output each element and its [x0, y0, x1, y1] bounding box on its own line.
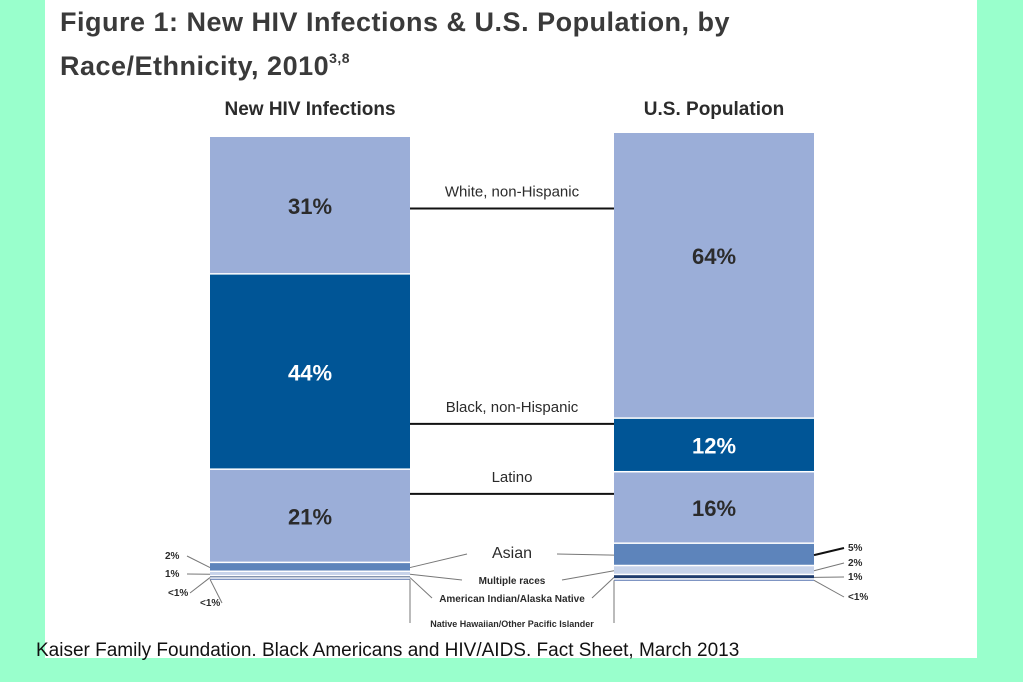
figure-title-line2: Race/Ethnicity, 2010: [60, 51, 330, 81]
bar-segment-native-hawaiian-other-pacific-islander-new-hiv-infections: [210, 578, 410, 580]
source-caption: Kaiser Family Foundation. Black American…: [36, 640, 740, 661]
bar-segment-multiple-races-u-s-population: [614, 566, 814, 574]
value-leader-multiple-races-u-s-population: [813, 562, 845, 572]
data-label-white-non-hispanic-u-s-population: 64%: [692, 244, 736, 269]
bar-segment-latino-new-hiv-infections: [210, 469, 410, 562]
series-name-american-indian-alaska-native: American Indian/Alaska Native: [439, 594, 585, 605]
value-leader-asian-new-hiv-infections: [186, 555, 211, 569]
data-label-latino-new-hiv-infections: 21%: [288, 505, 332, 530]
figure-panel: [45, 0, 977, 658]
figure-title-superscript: 3,8: [329, 50, 351, 66]
bar-segment-white-non-hispanic-new-hiv-infections: [210, 137, 410, 274]
data-label-asian-new-hiv-infections: 2%: [165, 551, 180, 562]
data-label-american-indian-alaska-native-u-s-population: 1%: [848, 572, 863, 583]
bar-segment-latino-u-s-population: [614, 472, 814, 543]
bar-segment-asian-new-hiv-infections: [210, 563, 410, 571]
series-name-latino: Latino: [492, 469, 533, 486]
data-label-asian-u-s-population: 5%: [848, 543, 863, 554]
series-name-black-non-hispanic: Black, non-Hispanic: [446, 399, 579, 416]
leader-line-left-multiple-races: [409, 573, 463, 581]
leader-line-right-american-indian-alaska-native: [591, 577, 615, 599]
bar-segment-black-non-hispanic-new-hiv-infections: [210, 274, 410, 469]
bar-segment-black-non-hispanic-u-s-population: [614, 418, 814, 471]
data-label-white-non-hispanic-new-hiv-infections: 31%: [288, 194, 332, 219]
data-label-multiple-races-u-s-population: 2%: [848, 558, 863, 569]
series-name-white-non-hispanic: White, non-Hispanic: [445, 184, 580, 201]
bar-segment-native-hawaiian-other-pacific-islander-u-s-population: [614, 579, 814, 581]
category-header-new-hiv-infections: New HIV Infections: [224, 99, 395, 120]
bar-segment-american-indian-alaska-native-u-s-population: [614, 575, 814, 579]
figure-title-line1: Figure 1: New HIV Infections & U.S. Popu…: [60, 7, 731, 37]
data-label-native-hawaiian-other-pacific-islander-u-s-population: <1%: [848, 592, 868, 603]
data-label-american-indian-alaska-native-new-hiv-infections: <1%: [168, 588, 188, 599]
value-leader-native-hawaiian-other-pacific-islander-u-s-population: [813, 579, 845, 598]
data-label-native-hawaiian-other-pacific-islander-new-hiv-infections: <1%: [200, 598, 220, 609]
leader-line-right-multiple-races: [561, 570, 615, 581]
leader-line-left-american-indian-alaska-native: [409, 577, 433, 599]
data-label-black-non-hispanic-new-hiv-infections: 44%: [288, 360, 332, 385]
value-leader-asian-u-s-population: [813, 547, 845, 557]
bar-segment-white-non-hispanic-u-s-population: [614, 133, 814, 418]
data-label-latino-u-s-population: 16%: [692, 496, 736, 521]
value-leader-native-hawaiian-other-pacific-islander-new-hiv-infections: [209, 579, 223, 604]
figure-title: Figure 1: New HIV Infections & U.S. Popu…: [60, 4, 960, 84]
series-name-asian: Asian: [492, 545, 532, 562]
bar-segment-multiple-races-new-hiv-infections: [210, 572, 410, 575]
bar-segment-asian-u-s-population: [614, 543, 814, 565]
series-name-native-hawaiian-other-pacific-islander: Native Hawaiian/Other Pacific Islander: [430, 619, 594, 629]
leader-line-left-asian: [409, 553, 468, 569]
data-label-black-non-hispanic-u-s-population: 12%: [692, 434, 736, 459]
bar-segment-american-indian-alaska-native-new-hiv-infections: [210, 576, 410, 578]
category-header-u-s-population: U.S. Population: [644, 99, 784, 120]
data-label-multiple-races-new-hiv-infections: 1%: [165, 569, 180, 580]
leader-line-right-asian: [556, 553, 615, 556]
series-name-multiple-races: Multiple races: [479, 576, 546, 587]
value-leader-american-indian-alaska-native-new-hiv-infections: [189, 577, 211, 594]
